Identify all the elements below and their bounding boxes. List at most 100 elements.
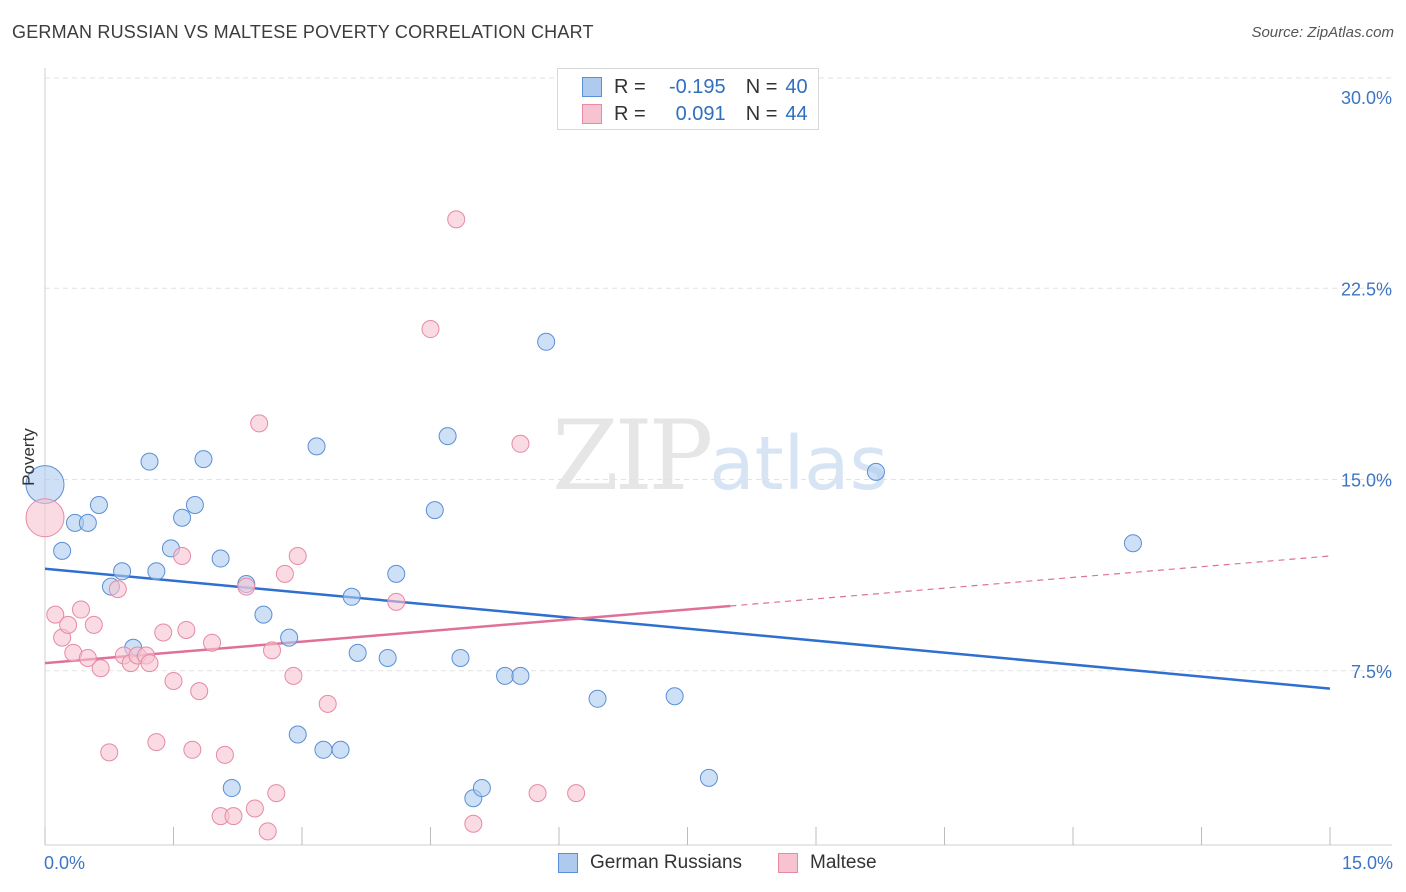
- legend-n-value: 40: [785, 75, 808, 98]
- german-russians-point: [222, 779, 241, 798]
- maltese-point: [108, 580, 127, 599]
- german-russians-point: [665, 687, 684, 706]
- legend-n-label: N =: [745, 102, 778, 125]
- watermark: ZIPatlas: [552, 400, 888, 512]
- maltese-point: [71, 600, 90, 619]
- german-russians-point: [511, 666, 530, 685]
- german-russians-point: [173, 508, 192, 527]
- y-tick-label: 7.5%: [1351, 662, 1392, 682]
- maltese-point: [275, 564, 294, 583]
- maltese-point: [203, 633, 222, 652]
- legend-r-label: R =: [614, 75, 646, 98]
- maltese-point: [154, 623, 173, 642]
- series-german-russians: [25, 332, 1142, 808]
- maltese-point: [267, 784, 286, 803]
- data-points: [25, 210, 1142, 841]
- maltese-point: [215, 745, 234, 764]
- axes: [44, 68, 1392, 846]
- german-russians-point: [451, 649, 470, 667]
- german-russians-point: [378, 649, 397, 667]
- maltese-point: [190, 682, 209, 701]
- german-russians-point: [866, 462, 885, 481]
- german-russians-point: [425, 501, 444, 520]
- maltese-point: [258, 822, 277, 841]
- legend-r-label: R =: [614, 102, 646, 125]
- german-russians-point: [140, 452, 159, 471]
- maltese-point: [59, 615, 78, 634]
- german-russians-point: [314, 740, 333, 759]
- german-russians-point: [472, 779, 491, 798]
- german-russians-point: [1123, 534, 1142, 553]
- maltese-point: [140, 654, 159, 673]
- maltese-point: [567, 784, 586, 803]
- bottom-legend-swatch-blue: [558, 853, 578, 873]
- german-russians-point: [496, 666, 515, 685]
- watermark-atlas: atlas: [709, 421, 889, 507]
- x-tick-label-max: 15.0%: [1342, 853, 1393, 873]
- maltese-point: [250, 414, 269, 433]
- bottom-legend-maltese: Maltese: [778, 852, 877, 874]
- maltese-trend-line-extension: [730, 555, 1331, 607]
- german-russians-point: [53, 541, 72, 560]
- maltese-point: [284, 666, 303, 685]
- series-maltese: [25, 210, 586, 841]
- german-russians-point: [89, 496, 108, 514]
- bottom-legend-label: Maltese: [810, 852, 877, 873]
- legend-swatch-pink: [582, 104, 602, 124]
- maltese-point: [387, 592, 406, 611]
- german-russians-trend-line: [44, 567, 1331, 690]
- legend-r-value: -0.195: [668, 75, 726, 98]
- legend-n-label: N =: [745, 75, 778, 98]
- maltese-point: [511, 434, 530, 453]
- maltese-point: [91, 659, 110, 678]
- x-tick-label-min: 0.0%: [44, 853, 85, 873]
- german-russians-point: [280, 628, 299, 647]
- maltese-point: [245, 799, 264, 818]
- axis-labels: 7.5% 15.0% 22.5% 30.0% 0.0% 15.0% Poverty: [19, 88, 1393, 873]
- maltese-point: [421, 320, 440, 339]
- maltese-point: [224, 807, 243, 826]
- german-russians-point: [78, 513, 97, 532]
- legend-row-german-russians: R = -0.195 N = 40: [582, 75, 808, 99]
- german-russians-point: [348, 643, 367, 662]
- maltese-point: [237, 577, 256, 596]
- maltese-point: [464, 814, 483, 833]
- maltese-point: [288, 547, 307, 565]
- maltese-point: [147, 733, 166, 752]
- maltese-point: [447, 210, 466, 229]
- maltese-trend-line: [44, 604, 731, 665]
- german-russians-point: [387, 564, 406, 583]
- legend-swatch-blue: [582, 77, 602, 97]
- german-russians-point: [185, 496, 204, 514]
- maltese-point: [84, 615, 103, 634]
- german-russians-point: [588, 689, 607, 708]
- maltese-point: [177, 620, 196, 639]
- bottom-legend-german-russians: German Russians: [558, 852, 742, 874]
- y-tick-label: 22.5%: [1341, 279, 1392, 299]
- stats-legend: R = -0.195 N = 40 R = 0.091 N = 44: [557, 68, 819, 130]
- bottom-legend-swatch-pink: [778, 853, 798, 873]
- y-axis-title: Poverty: [19, 428, 38, 486]
- maltese-point: [318, 694, 337, 713]
- y-tick-label: 30.0%: [1341, 88, 1392, 108]
- trend-lines: [44, 555, 1331, 690]
- maltese-point: [183, 740, 202, 759]
- maltese-point: [100, 743, 119, 762]
- german-russians-point: [307, 437, 326, 456]
- german-russians-point: [147, 562, 166, 581]
- german-russians-point: [288, 725, 307, 744]
- german-russians-point: [438, 427, 457, 446]
- legend-row-maltese: R = 0.091 N = 44: [582, 102, 808, 126]
- maltese-point: [528, 784, 547, 803]
- german-russians-point: [699, 768, 718, 787]
- maltese-point: [173, 547, 192, 565]
- german-russians-point: [537, 332, 556, 351]
- german-russians-point: [211, 549, 230, 568]
- maltese-point: [25, 498, 65, 538]
- watermark-zip: ZIP: [552, 400, 713, 512]
- german-russians-point: [331, 740, 350, 759]
- german-russians-point: [113, 562, 132, 581]
- maltese-point: [164, 671, 183, 690]
- chart-title: GERMAN RUSSIAN VS MALTESE POVERTY CORREL…: [12, 22, 594, 42]
